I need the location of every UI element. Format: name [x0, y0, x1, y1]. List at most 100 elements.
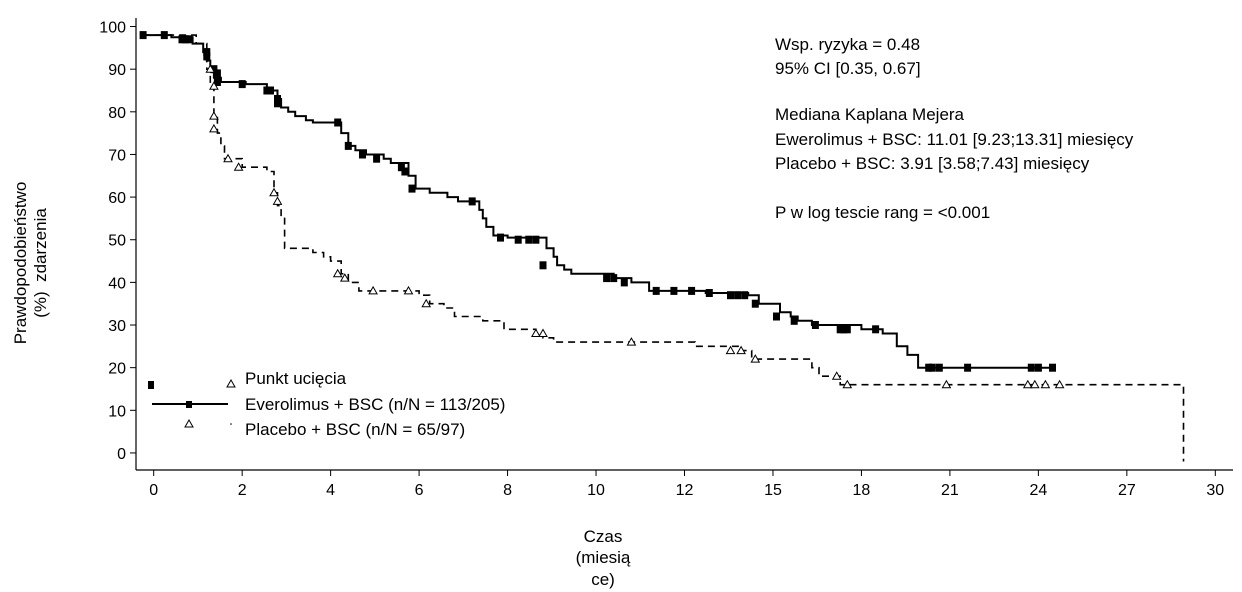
placebo-censor-marker — [403, 285, 414, 295]
everolimus-censor-marker — [741, 291, 749, 300]
x-tick-label: 27 — [1118, 482, 1136, 499]
everolimus-censor-marker — [727, 291, 734, 300]
everolimus-censor-marker — [610, 274, 618, 283]
x-tick-label: 0 — [149, 482, 158, 499]
x-tick-label: 30 — [1206, 482, 1224, 499]
annotation-pvalue: P w log tescie rang = <0.001 — [775, 203, 990, 222]
placebo-censor-marker — [223, 153, 233, 163]
everolimus-censor-marker — [274, 95, 281, 103]
everolimus-censor-marker — [964, 363, 972, 372]
x-tick-label: 15 — [764, 482, 782, 499]
placebo-censor-marker — [750, 354, 761, 363]
placebo-censor-marker — [1029, 379, 1040, 389]
everolimus-curve — [143, 34, 1053, 369]
curves — [143, 34, 1185, 462]
legend-everolimus-label: Everolimus + BSC (n/N = 113/205) — [245, 395, 505, 414]
everolimus-censor-marker — [344, 141, 352, 150]
y-axis-label-line2: (%) zdarzenia — [31, 208, 50, 318]
y-tick-label: 80 — [108, 105, 126, 122]
y-tick-label: 0 — [117, 446, 126, 463]
everolimus-censor-marker — [1034, 363, 1042, 372]
x-tick-label: 6 — [415, 482, 424, 499]
everolimus-censor-marker — [790, 316, 798, 325]
annotation-ci: 95% CI [0.35, 0.67] — [775, 59, 921, 78]
placebo-censor-marker — [736, 345, 746, 355]
placebo-censor-marker — [209, 111, 219, 120]
y-tick-label: 20 — [108, 361, 126, 378]
annotation-everolimus-median: Ewerolimus + BSC: 11.01 [9.23;13.31] mie… — [775, 130, 1134, 149]
placebo-censor-marker — [1054, 379, 1065, 389]
placebo-censor-marker — [209, 123, 219, 133]
placebo-censor-marker — [421, 298, 432, 308]
everolimus-censor-marker — [620, 278, 628, 287]
placebo-censor-marker — [205, 64, 216, 73]
y-tick-label: 50 — [108, 233, 126, 250]
everolimus-censor-marker — [688, 286, 696, 295]
everolimus-censor-marker — [468, 197, 476, 206]
everolimus-censor-marker — [373, 154, 381, 163]
x-axis-label-line2: (miesią — [576, 548, 631, 567]
x-tick-label: 12 — [676, 482, 694, 499]
placebo-censor-marker — [332, 268, 343, 278]
everolimus-censor-marker — [840, 325, 848, 334]
placebo-censor-marker — [626, 337, 637, 346]
legend-square-icon — [186, 401, 192, 408]
everolimus-censor-marker — [532, 235, 540, 244]
everolimus-censor-marker — [652, 286, 660, 295]
x-ticks: 0 2 4 6 8 10 12 15 18 21 24 27 30 — [149, 470, 1224, 499]
everolimus-censor-marker — [408, 184, 416, 193]
everolimus-censor-marker — [397, 163, 405, 172]
everolimus-censor-marker — [263, 86, 271, 95]
placebo-censor-marker — [842, 379, 853, 389]
everolimus-censor-marker — [139, 31, 147, 40]
everolimus-censor-marker — [751, 299, 759, 308]
everolimus-censor-marker — [213, 69, 221, 78]
everolimus-censor-marker — [497, 233, 504, 242]
everolimus-censor-marker — [401, 167, 409, 176]
everolimus-censor-marker — [1049, 363, 1056, 372]
x-tick-label: 21 — [941, 482, 959, 499]
x-tick-label: 8 — [503, 482, 512, 499]
everolimus-censor-marker — [525, 235, 533, 244]
placebo-censor-marker — [339, 273, 350, 282]
everolimus-censor-marker — [773, 312, 780, 321]
legend-square-marker — [148, 381, 154, 389]
everolimus-censor-marker — [210, 65, 218, 74]
y-tick-label: 70 — [108, 147, 126, 164]
censor-markers — [139, 31, 1065, 389]
annotation-placebo-median: Placebo + BSC: 3.91 [3.58;7.43] miesięcy — [775, 154, 1090, 173]
x-axis-label-line3: ce) — [591, 570, 615, 589]
y-tick-label: 60 — [108, 190, 126, 207]
everolimus-censor-marker — [514, 235, 522, 244]
legend-censor-triangle-icon — [226, 378, 236, 388]
everolimus-censor-marker — [843, 325, 851, 334]
everolimus-censor-marker — [185, 35, 193, 44]
placebo-censor-marker — [209, 81, 219, 90]
everolimus-censor-marker — [334, 118, 342, 127]
placebo-censor-marker — [831, 371, 842, 380]
y-tick-label: 10 — [108, 403, 126, 420]
everolimus-censor-marker — [734, 291, 742, 300]
everolimus-censor-marker — [203, 52, 211, 61]
legend-triangle-icon — [184, 418, 194, 428]
placebo-censor-marker — [272, 196, 283, 205]
legend-placebo-label: Placebo + BSC (n/N = 65/97) — [245, 420, 465, 439]
y-tick-label: 40 — [108, 275, 126, 292]
placebo-censor-marker — [1022, 379, 1033, 389]
everolimus-censor-marker — [603, 274, 611, 283]
everolimus-censor-marker — [238, 80, 246, 89]
everolimus-censor-marker — [670, 286, 678, 295]
everolimus-censor-marker — [705, 289, 713, 297]
placebo-curve — [143, 34, 1185, 462]
y-tick-label: 90 — [108, 62, 126, 79]
placebo-censor-marker — [941, 379, 952, 389]
everolimus-censor-marker — [203, 48, 211, 57]
y-tick-label: 30 — [108, 318, 126, 335]
x-tick-label: 4 — [326, 482, 335, 499]
annotation-km-title: Mediana Kaplana Mejera — [775, 105, 965, 124]
everolimus-censor-marker — [872, 325, 880, 334]
everolimus-censor-marker — [359, 150, 366, 159]
legend-censor-label: Punkt ucięcia — [245, 369, 347, 388]
y-axis-label-line1: Prawdopodobieństwo — [11, 182, 30, 345]
everolimus-censor-marker — [1027, 363, 1035, 372]
